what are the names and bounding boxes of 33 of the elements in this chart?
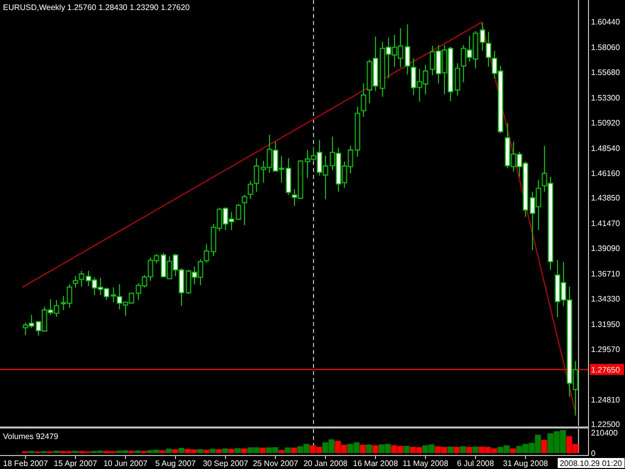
- y-tick-label: 1.46160: [591, 169, 620, 178]
- y-tick-label: 210400: [591, 428, 618, 438]
- y-tick-label: 1.48540: [591, 144, 620, 153]
- y-tick-label: 1.41470: [591, 218, 620, 228]
- x-tick-label: 11 May 2008: [402, 459, 449, 468]
- y-tick-label: 1.55680: [591, 68, 620, 78]
- y-tick-label: 1.50920: [591, 118, 620, 128]
- y-tick-label: 0: [591, 449, 596, 458]
- x-tick-label: 20 Jan 2008: [303, 459, 348, 468]
- y-tick-label: 1.24810: [591, 395, 620, 404]
- y-tick-label: 1.58060: [591, 42, 620, 52]
- x-tick-label: 5 Aug 2007: [155, 459, 196, 468]
- x-tick-label: 30 Sep 2007: [202, 459, 249, 468]
- x-tick-label: 6 Jul 2008: [457, 459, 495, 468]
- y-tick-label: 1.31950: [591, 320, 620, 329]
- x-tick-label: 16 Mar 2008: [353, 459, 399, 468]
- y-tick-label: 1.22500: [591, 420, 620, 429]
- y-tick-label: 1.60440: [591, 18, 620, 27]
- x-tick-label: 25 Nov 2007: [252, 459, 299, 468]
- x-tick-label: 15 Apr 2007: [54, 459, 98, 468]
- y-tick-label: 1.34330: [591, 294, 620, 304]
- y-tick-label: 1.39090: [591, 244, 620, 254]
- chart-title: Volumes 92479: [3, 432, 59, 441]
- ref-line-label: 2008.10.29 01:20: [560, 459, 623, 468]
- x-tick-label: 18 Feb 2007: [3, 459, 49, 468]
- y-tick-label: 1.36710: [591, 269, 620, 278]
- y-tick-label: 1.53300: [591, 93, 620, 102]
- x-tick-label: 31 Aug 2008: [503, 459, 549, 468]
- x-tick-label: 10 Jun 2007: [103, 459, 148, 468]
- y-tick-label: 1.29570: [591, 345, 620, 354]
- chart-title: EURUSD,Weekly 1.25760 1.28430 1.23290 1.27620: [3, 3, 190, 12]
- ref-line-label: 1.27650: [591, 365, 620, 374]
- y-tick-label: 1.43850: [591, 194, 620, 203]
